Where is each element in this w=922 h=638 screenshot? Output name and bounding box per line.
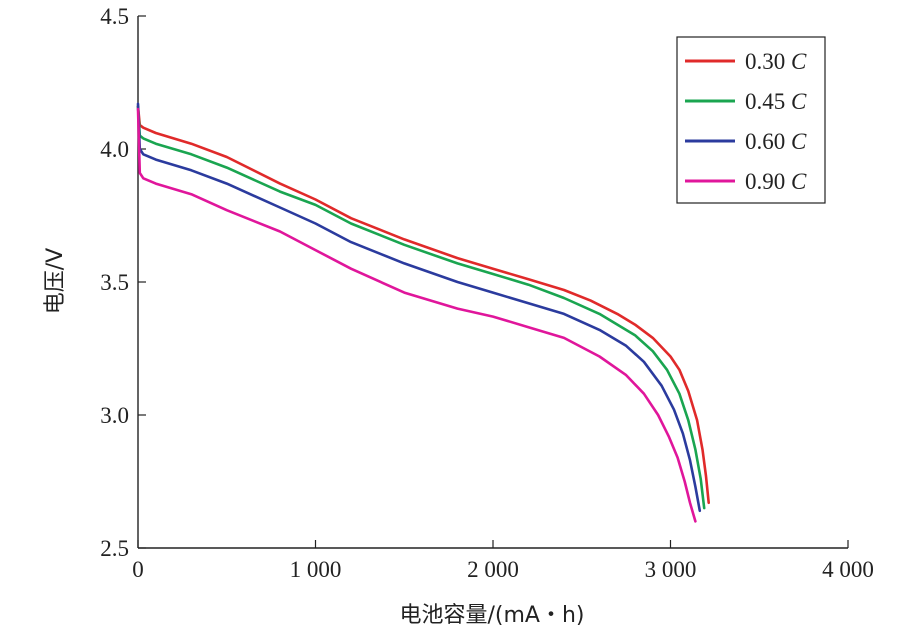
x-tick-label: 2 000 <box>467 557 519 582</box>
y-tick-label: 2.5 <box>100 536 129 561</box>
series-line <box>136 105 711 505</box>
legend-box <box>676 36 826 204</box>
x-tick-label: 1 000 <box>290 557 342 582</box>
legend: 0.30 C 0.45 C 0.60 C 0.90 C <box>676 36 826 204</box>
x-tick-label: 4 000 <box>822 557 874 582</box>
x-ticks: 0 1 000 2 000 3 000 4 000 <box>132 540 874 582</box>
y-tick-label: 4.0 <box>100 137 129 162</box>
series-line <box>136 105 706 510</box>
legend-entry: 0.90 C <box>745 169 807 194</box>
y-tick-label: 4.5 <box>100 4 129 29</box>
series-line <box>136 102 702 513</box>
x-tick-label: 3 000 <box>645 557 697 582</box>
legend-entry: 0.45 C <box>745 89 807 114</box>
legend-entry: 0.30 C <box>745 49 807 74</box>
y-tick-label: 3.0 <box>100 403 129 428</box>
series-line <box>136 107 697 523</box>
y-tick-label: 3.5 <box>100 270 129 295</box>
y-ticks: 2.5 3.0 3.5 4.0 4.5 <box>100 4 146 561</box>
x-axis-title: 电池容量/(mA・h) <box>399 603 584 628</box>
legend-entry: 0.60 C <box>745 129 807 154</box>
series-layer <box>136 102 711 523</box>
x-tick-label: 0 <box>132 557 144 582</box>
y-axis-title: 电压/V <box>43 248 68 314</box>
